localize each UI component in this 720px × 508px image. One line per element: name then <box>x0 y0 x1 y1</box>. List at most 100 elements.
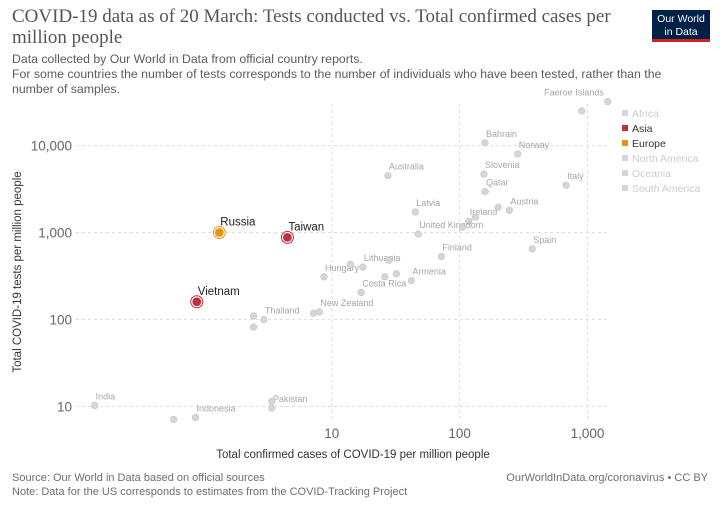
point-label-australia: Australia <box>389 162 424 172</box>
x-tick-label: 10 <box>324 426 339 441</box>
legend-label-asia: Asia <box>632 123 653 135</box>
data-point-united-kingdom <box>414 230 422 238</box>
legend-label-europe: Europe <box>632 138 666 150</box>
point-label-pakistan: Pakistan <box>273 394 308 404</box>
y-tick-label: 10 <box>57 400 72 415</box>
point-label-qatar: Qatar <box>486 178 509 188</box>
data-point-pakistan <box>268 404 276 412</box>
data-point-norway <box>514 150 522 158</box>
point-label-taiwan: Taiwan <box>288 221 324 233</box>
legend-label-north-america: North America <box>632 153 699 165</box>
point-label-spain: Spain <box>533 235 556 245</box>
point-label-hungary: Hungary <box>325 263 360 273</box>
data-point-qatar <box>481 188 489 196</box>
data-point-unlabeled <box>385 256 393 264</box>
legend-label-oceania: Oceania <box>632 168 671 180</box>
point-label-india: India <box>96 391 116 401</box>
data-point-italy <box>562 181 570 189</box>
data-point-unlabeled <box>381 273 389 281</box>
point-label-vietnam: Vietnam <box>198 286 240 298</box>
logo-text-line1: Our World <box>657 13 705 25</box>
point-label-ireland: Ireland <box>470 207 498 217</box>
point-label-united-kingdom: United Kingdom <box>419 220 483 230</box>
footer-link[interactable]: OurWorldInData.org/coronavirus • CC BY <box>506 472 708 484</box>
data-point-indonesia <box>191 413 200 421</box>
subtitle-line: number of samples. <box>12 82 120 96</box>
data-point-ireland <box>465 217 473 225</box>
data-point-faeroe-islands <box>604 97 612 106</box>
data-point-unlabeled <box>250 312 258 320</box>
data-point-armenia <box>407 277 416 285</box>
point-label-thailand: Thailand <box>265 306 300 316</box>
y-tick-label: 10,000 <box>31 139 72 154</box>
data-point-unlabeled <box>471 213 480 221</box>
data-point-bahrain <box>481 139 489 147</box>
data-point-hungary <box>320 273 328 281</box>
legend-swatch-africa <box>622 110 628 116</box>
data-point-slovenia <box>480 170 488 178</box>
footer-notes: Source: Our World in Data based on offic… <box>12 471 407 499</box>
source-note: Source: Our World in Data based on offic… <box>12 472 265 484</box>
data-point-spain <box>528 245 536 253</box>
point-label-austria: Austria <box>510 196 538 206</box>
data-point-unlabeled <box>494 203 502 211</box>
data-point-unlabeled <box>309 309 318 317</box>
data-point-unlabeled <box>268 397 276 405</box>
point-label-indonesia: Indonesia <box>196 403 235 413</box>
data-point-australia <box>384 172 392 180</box>
x-axis-label: Total confirmed cases of COVID-19 per mi… <box>216 449 490 461</box>
data-point-ring-russia <box>212 226 226 240</box>
x-tick-label: 1,000 <box>571 426 605 441</box>
legend-label-africa: Africa <box>632 108 659 120</box>
point-label-latvia: Latvia <box>416 198 440 208</box>
data-point-vietnam <box>191 296 203 308</box>
x-tick-label: 100 <box>448 426 471 441</box>
point-label-costa-rica: Costa Rica <box>362 278 406 288</box>
data-point-costa-rica <box>357 288 365 296</box>
data-point-unlabeled <box>578 107 586 115</box>
legend-swatch-north-america <box>622 155 628 161</box>
point-label-italy: Italy <box>567 171 584 181</box>
data-point-unlabeled <box>458 223 466 231</box>
y-axis-label: Total COVID-19 tests per million people <box>12 171 24 372</box>
legend-swatch-europe <box>622 140 628 146</box>
point-label-norway: Norway <box>519 140 550 150</box>
data-point-thailand <box>260 315 268 324</box>
data-point-unlabeled <box>170 415 178 424</box>
data-point-unlabeled <box>250 323 258 331</box>
point-label-armenia: Armenia <box>412 267 446 277</box>
subtitle-line: For some countries the number of tests c… <box>12 67 662 81</box>
logo-accent-bar <box>652 39 710 42</box>
data-point-new-zealand <box>315 308 323 316</box>
point-label-lithuania: Lithuania <box>364 253 401 263</box>
owid-logo[interactable]: Our World in Data <box>652 10 710 42</box>
point-label-slovenia: Slovenia <box>485 160 520 170</box>
data-point-india <box>91 401 99 410</box>
data-point-taiwan <box>281 231 293 243</box>
chart-subtitle: Data collected by Our World in Data from… <box>12 52 702 97</box>
point-label-bahrain: Bahrain <box>486 129 517 139</box>
data-point-finland <box>437 252 445 261</box>
data-point-latvia <box>411 208 419 216</box>
chart-title: COVID-19 data as of 20 March: Tests cond… <box>12 6 611 48</box>
y-tick-label: 100 <box>49 313 72 328</box>
scatter-chart: 10 100 1,000 10,000 10 100 1,000 Total confirme… <box>12 88 700 461</box>
point-label-new-zealand: New Zealand <box>320 298 373 308</box>
subtitle-line: Data collected by Our World in Data from… <box>12 52 363 66</box>
data-point-unlabeled <box>392 270 400 278</box>
point-label-faeroe-islands: Faeroe Islands <box>544 88 604 98</box>
data-point-ring-taiwan <box>280 230 294 244</box>
legend-swatch-oceania <box>622 170 628 176</box>
data-point-russia <box>213 226 225 239</box>
point-label-finland: Finland <box>442 243 472 253</box>
data-point-ring-vietnam <box>190 295 204 309</box>
legend-label-south-america: South America <box>632 183 700 195</box>
legend-swatch-south-america <box>622 185 628 191</box>
data-point-unlabeled <box>346 260 355 269</box>
logo-text-line2: in Data <box>664 26 698 38</box>
legend-swatch-asia <box>622 125 628 131</box>
data-point-lithuania <box>359 263 367 271</box>
point-label-russia: Russia <box>220 217 256 229</box>
data-point-austria <box>505 206 513 214</box>
y-tick-label: 1,000 <box>38 226 72 241</box>
